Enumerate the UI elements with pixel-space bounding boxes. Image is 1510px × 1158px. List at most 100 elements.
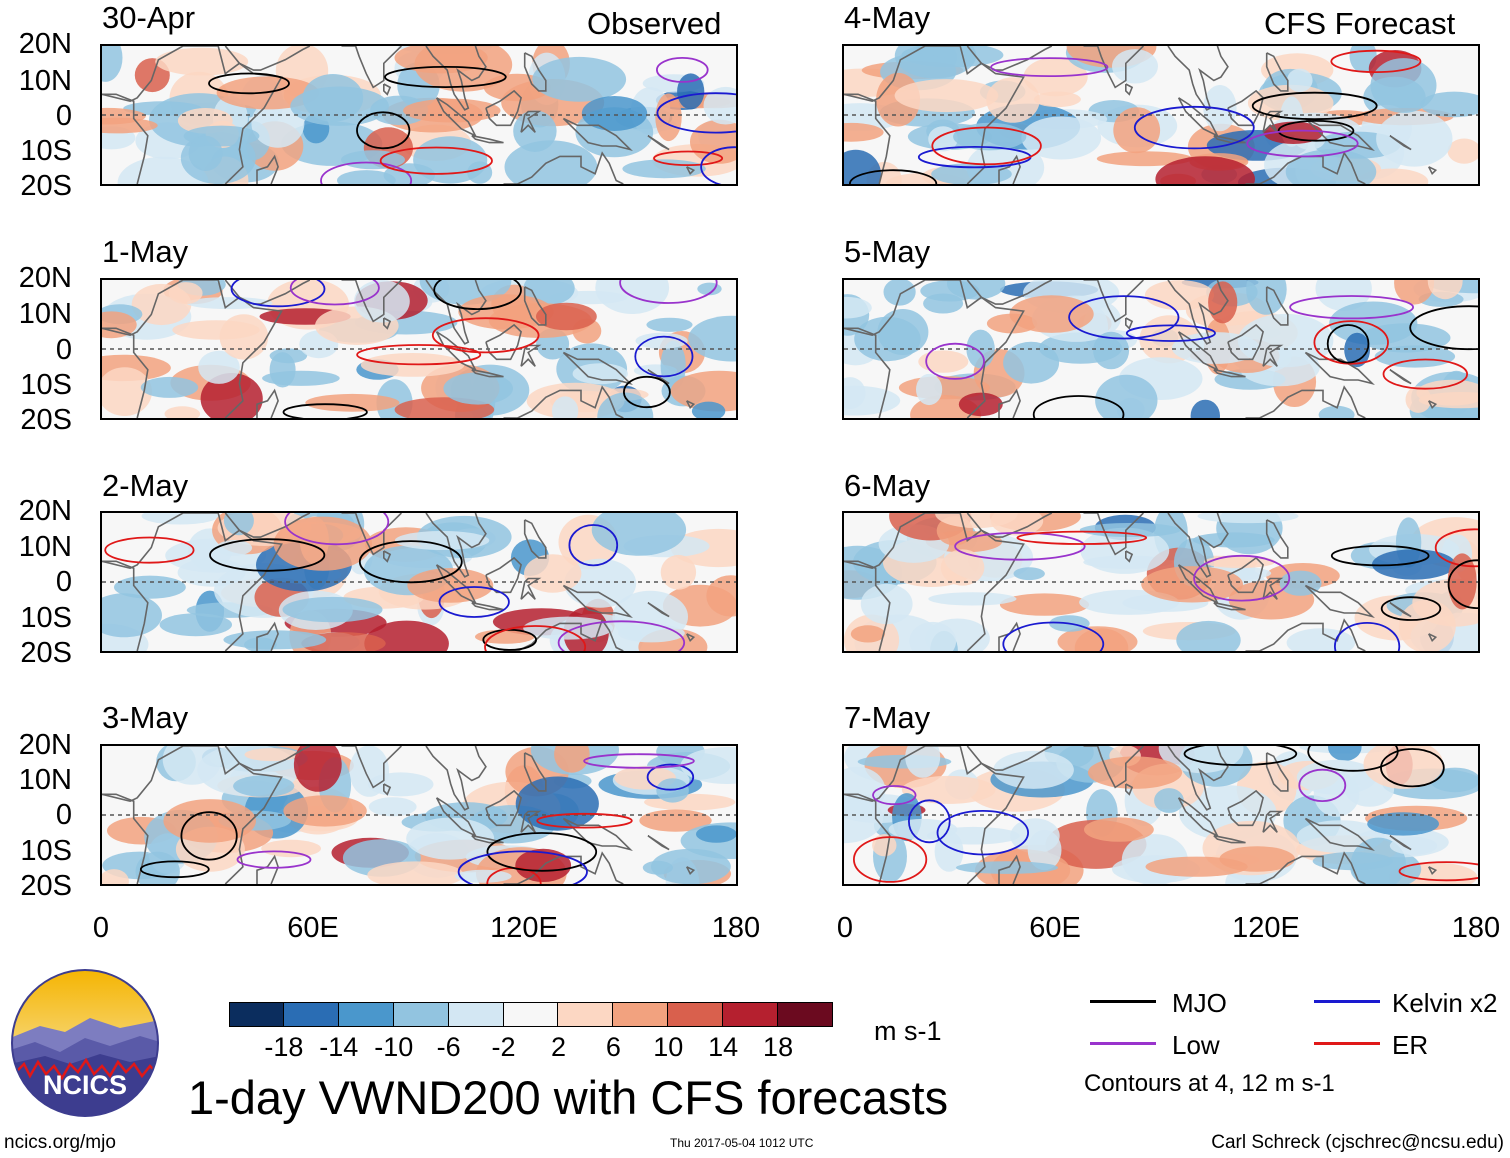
anomaly-patch [233,775,295,797]
anomaly-patch [940,549,985,586]
coastline [1304,817,1375,851]
contour-line [954,531,1086,561]
coastline [256,388,279,418]
contour-line [384,65,507,89]
anomaly-patch [1285,149,1377,184]
coastline [1125,550,1134,563]
anomaly-patch [1087,756,1183,789]
anomaly-patch [986,77,1040,123]
anomaly-patch [1197,513,1299,524]
coastline [224,746,311,771]
anomaly-patch [916,373,943,406]
coastline [1227,789,1264,827]
contour-line [1125,324,1216,342]
anomaly-patch [1372,549,1456,580]
anomaly-patch [251,98,305,148]
anomaly-patch [140,376,199,398]
anomaly-patch [162,746,222,785]
contour-line [1330,545,1430,567]
anomaly-patch [223,513,254,536]
anomaly-patch [413,136,488,184]
anomaly-patch [854,316,921,362]
anomaly-patch [1398,599,1456,651]
anomaly-patch [905,746,941,778]
anomaly-patch [597,392,654,418]
coastline [1167,46,1229,111]
colorbar-swatch [283,1002,339,1027]
anomaly-patch [696,825,736,843]
coastline [1167,280,1229,345]
coastline [102,560,149,651]
anomaly-patch [646,317,693,332]
map-panel-observed-2 [100,278,738,420]
coastline [341,513,402,556]
colorbar-tick-label: -18 [264,1032,304,1062]
coastline [844,746,1025,884]
chart-title: 1-day VWND200 with CFS forecasts [188,1071,949,1124]
legend-line-er [1314,1042,1380,1045]
coastline [1262,344,1284,367]
contour-line [1246,129,1359,158]
coastline [471,834,504,844]
contour-line [1251,91,1378,121]
coastline [102,93,149,184]
anomaly-patch [894,79,999,113]
anomaly-patch [1095,374,1158,418]
anomaly-patch [102,311,137,339]
anomaly-patch [1447,138,1478,164]
coastline [471,368,504,378]
coastline [966,46,1053,71]
map-canvas [102,46,736,184]
coastline [1125,317,1134,330]
lat-label-20s: 20S [20,870,72,902]
coastline [1213,834,1246,844]
contour-line [320,161,413,184]
map-canvas [844,46,1478,184]
lat-label-20s: 20S [20,404,72,436]
coastline [1213,368,1246,378]
anomaly-patch [200,373,263,418]
contour-line [1068,295,1180,340]
anomaly-patch [159,613,232,637]
coastline [844,93,891,184]
contour-line [230,280,326,308]
coastline [1262,810,1284,833]
anomaly-patch [368,797,417,817]
coastline [1227,556,1264,594]
contour-line [1298,768,1347,803]
anomaly-patch [1329,301,1418,345]
anomaly-patch [1394,280,1435,305]
anomaly-patch [1013,567,1045,581]
contour-line [931,126,1042,166]
coastline [383,783,392,796]
coastline [485,323,522,361]
lat-label-eq: 0 [55,100,72,132]
lat-label-20s: 20S [20,170,72,202]
anomaly-patch [591,513,687,556]
anomaly-patch [102,46,123,82]
coastline [1083,280,1144,323]
anomaly-patch [504,140,598,184]
anomaly-patch [999,593,1090,616]
panel-title-forecast-1: 4-May [844,0,931,35]
coastline [844,560,891,651]
anomaly-patch [931,163,1012,184]
colorbar-tick-label: -6 [436,1032,461,1062]
anomaly-patch [536,302,597,331]
coastline [1083,746,1144,789]
anomaly-patch [458,294,554,330]
anomaly-patch [622,159,706,179]
contour-line [1032,395,1125,418]
map-panel-forecast-2 [842,278,1480,420]
footer-url: ncics.org/mjo [4,1132,116,1153]
coastline [503,618,624,651]
anomaly-patch [244,748,300,762]
coastline [341,280,402,323]
coastline [102,793,149,884]
contour-line [486,832,598,872]
lat-label-eq: 0 [55,799,72,831]
anomaly-patch [163,799,256,843]
coastline [1427,166,1438,176]
lat-label-eq: 0 [55,566,72,598]
contour-line [1183,746,1298,766]
